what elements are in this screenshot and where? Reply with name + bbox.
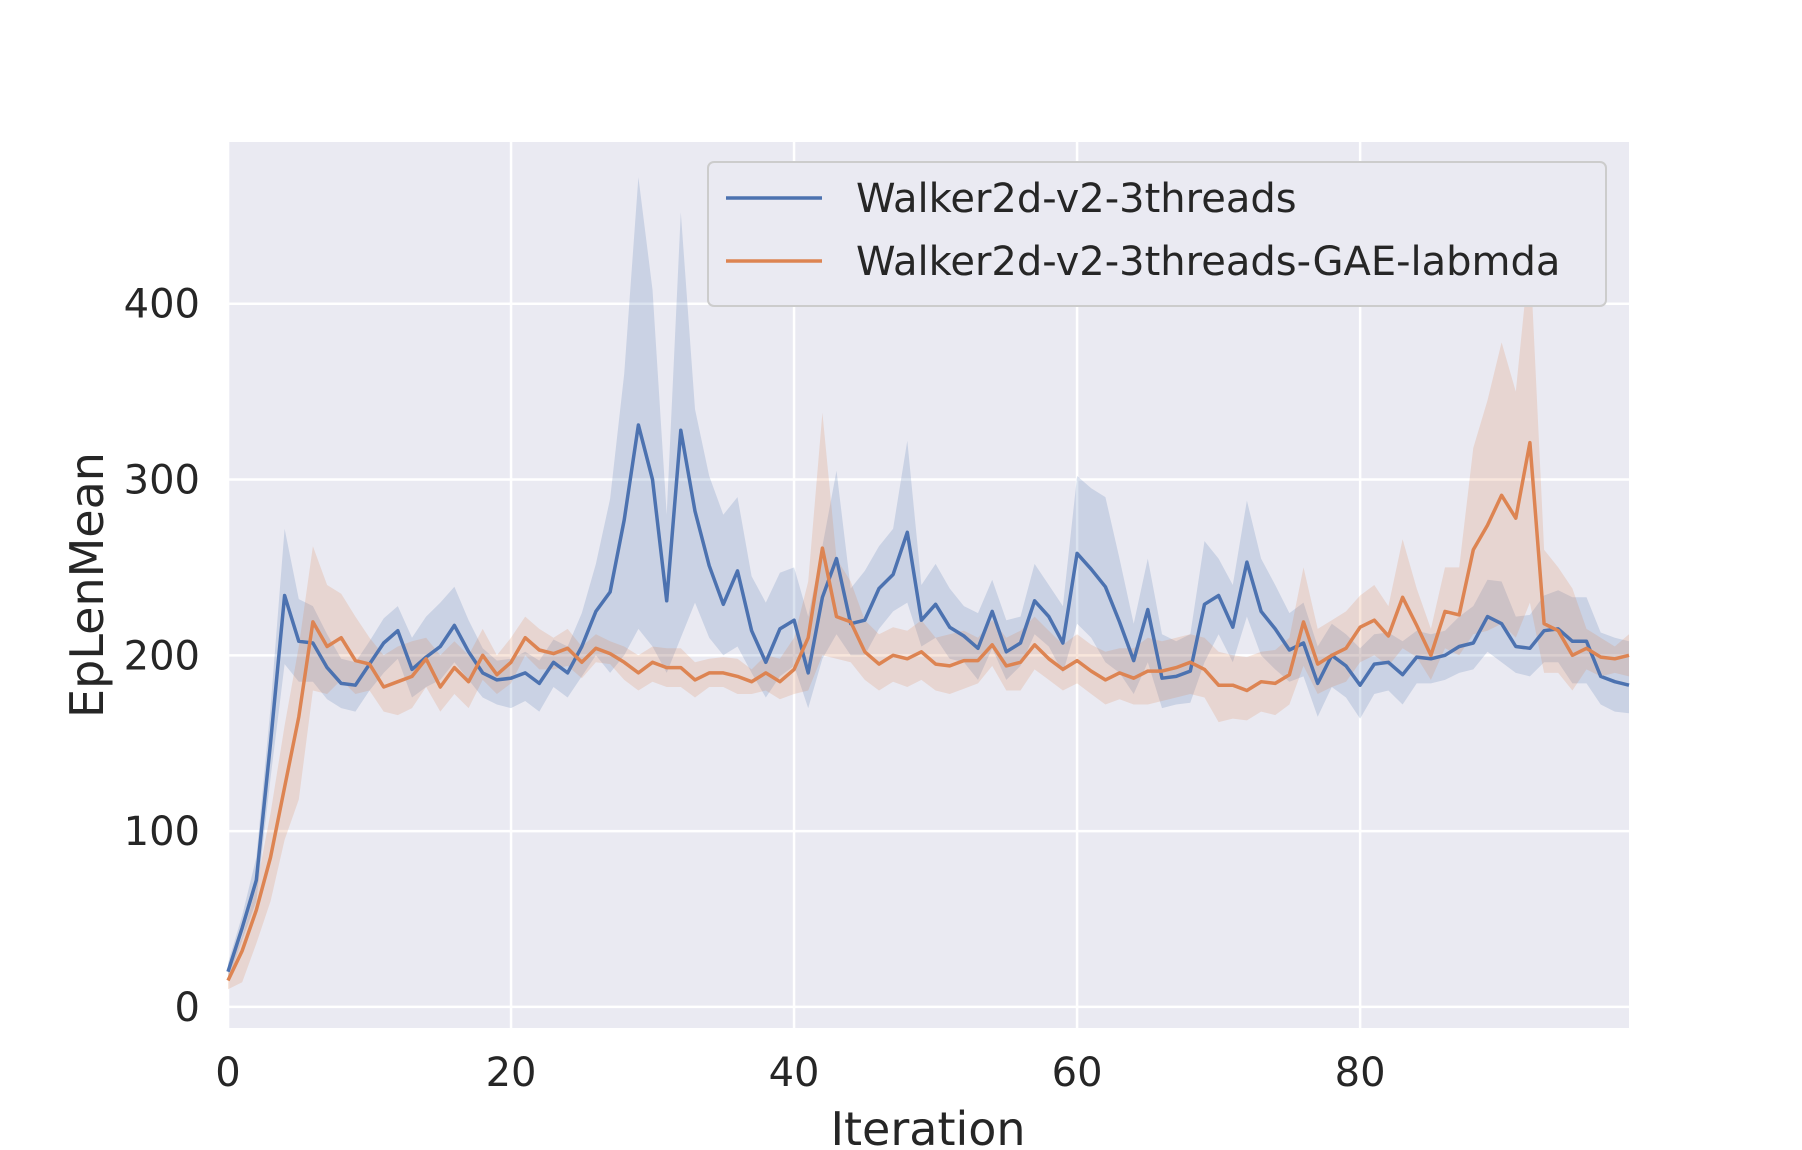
y-tick-label-0: 0 <box>175 985 200 1031</box>
x-axis-label: Iteration <box>830 1102 1025 1150</box>
x-tick-labels: 0 20 40 60 80 <box>215 1050 1385 1096</box>
series-lines <box>226 423 1630 982</box>
x-tick-label-20: 20 <box>486 1050 537 1096</box>
band-walker2d-v2-3threads <box>228 177 1629 981</box>
y-tick-label-400: 400 <box>124 282 200 328</box>
y-tick-labels: 0 100 200 300 400 <box>124 282 200 1031</box>
legend-box <box>707 161 1607 307</box>
line-walker2d-v2-3threads-gae-labmda <box>226 440 1630 982</box>
x-tick-label-60: 60 <box>1052 1050 1103 1096</box>
confidence-bands <box>228 177 1629 990</box>
legend-label-walker2d-v2-3threads: Walker2d-v2-3threads <box>856 176 1297 222</box>
x-tick-label-0: 0 <box>215 1050 240 1096</box>
y-tick-label-300: 300 <box>124 458 200 504</box>
band-walker2d-v2-3threads-gae-labmda <box>228 251 1629 990</box>
y-tick-label-200: 200 <box>124 633 200 679</box>
y-tick-label-100: 100 <box>124 809 200 855</box>
legend-label-walker2d-v2-3threads-gae-labmda: Walker2d-v2-3threads-GAE-labmda <box>856 239 1560 285</box>
x-tick-label-40: 40 <box>769 1050 820 1096</box>
line-walker2d-v2-3threads <box>226 423 1630 973</box>
x-tick-label-80: 80 <box>1335 1050 1386 1096</box>
legend: Walker2d-v2-3threads Walker2d-v2-3thread… <box>707 161 1607 307</box>
y-axis-label: EpLenMean <box>60 452 114 718</box>
